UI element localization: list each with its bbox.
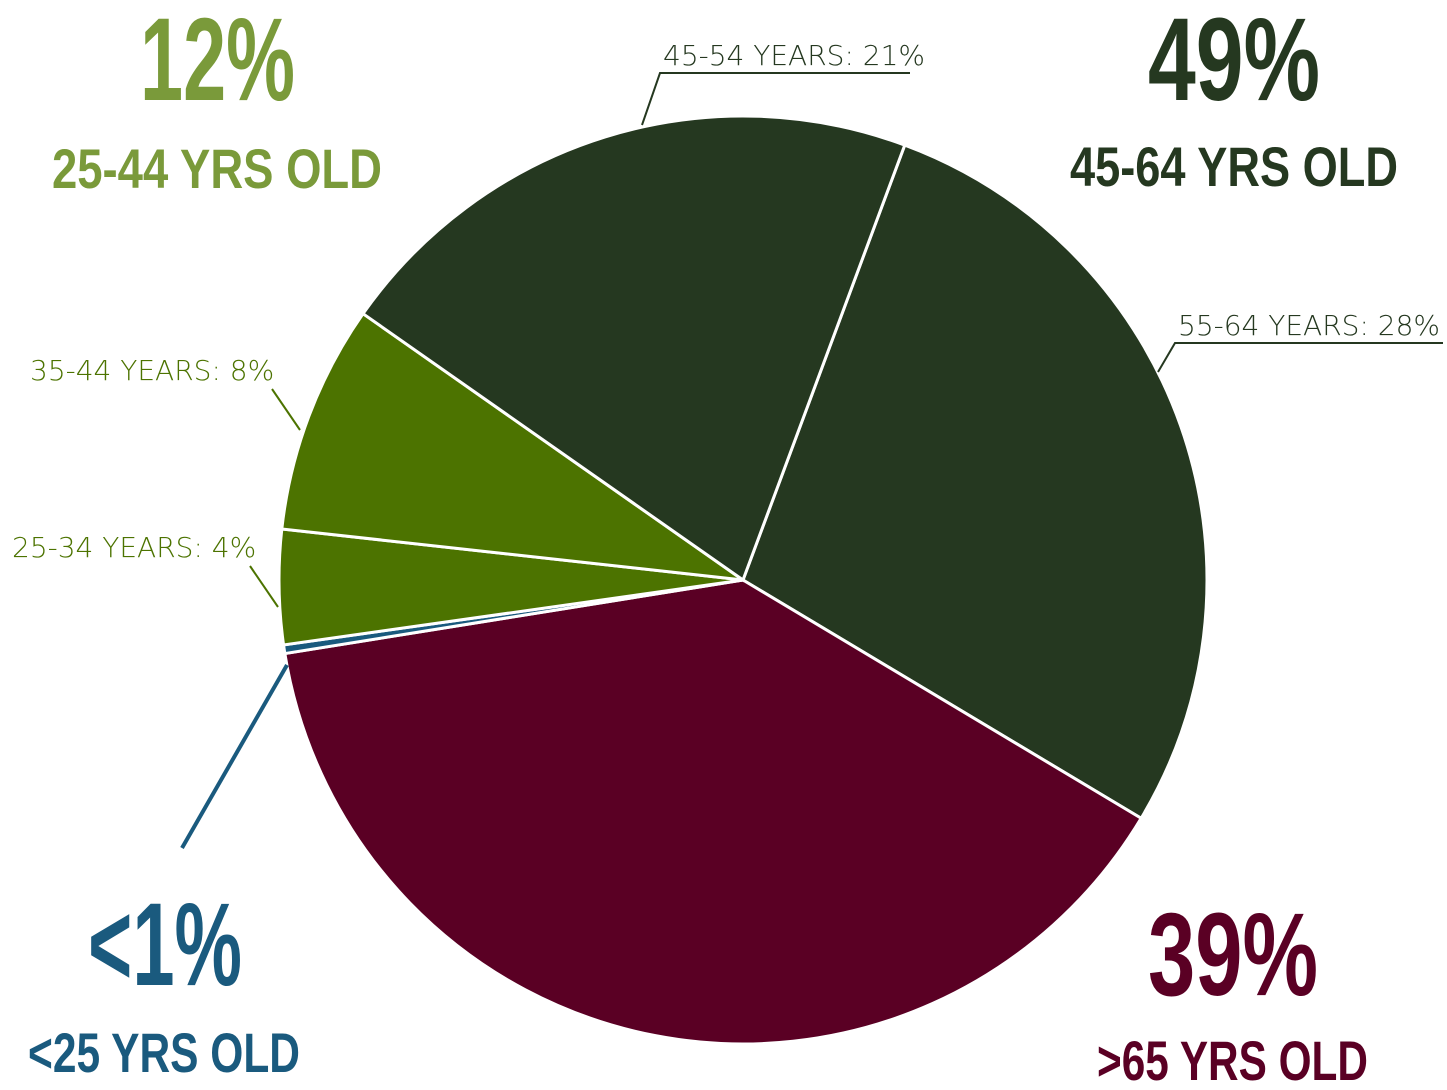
leader-line xyxy=(249,565,279,608)
group-value: 49% xyxy=(1148,0,1320,126)
slice-label: 35-44 YEARS: 8% xyxy=(30,354,274,387)
group-name: >65 YRS OLD xyxy=(1097,1029,1368,1090)
pie-slice xyxy=(280,311,744,582)
slice-label: 25-34 YEARS: 4% xyxy=(12,531,256,564)
pie-slice xyxy=(741,143,1209,821)
leader-line xyxy=(1157,342,1443,373)
pie-slice xyxy=(283,578,1144,1046)
group-value: 12% xyxy=(140,0,295,126)
leader-line xyxy=(271,388,301,431)
slice-label: 45-54 YEARS: 21% xyxy=(663,39,925,72)
leader-line xyxy=(180,664,289,849)
group-name: 25-44 YRS OLD xyxy=(52,137,382,200)
slice-label: 55-64 YEARS: 28% xyxy=(1178,309,1440,342)
pie-slice xyxy=(360,114,907,583)
group-value: 39% xyxy=(1148,889,1318,1021)
group-value: <1% xyxy=(88,879,242,1011)
leader-line xyxy=(641,72,910,126)
group-name: <25 YRS OLD xyxy=(28,1021,300,1084)
group-name: 45-64 YRS OLD xyxy=(1070,135,1398,198)
